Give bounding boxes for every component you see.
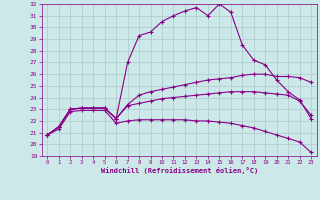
X-axis label: Windchill (Refroidissement éolien,°C): Windchill (Refroidissement éolien,°C) bbox=[100, 167, 258, 174]
